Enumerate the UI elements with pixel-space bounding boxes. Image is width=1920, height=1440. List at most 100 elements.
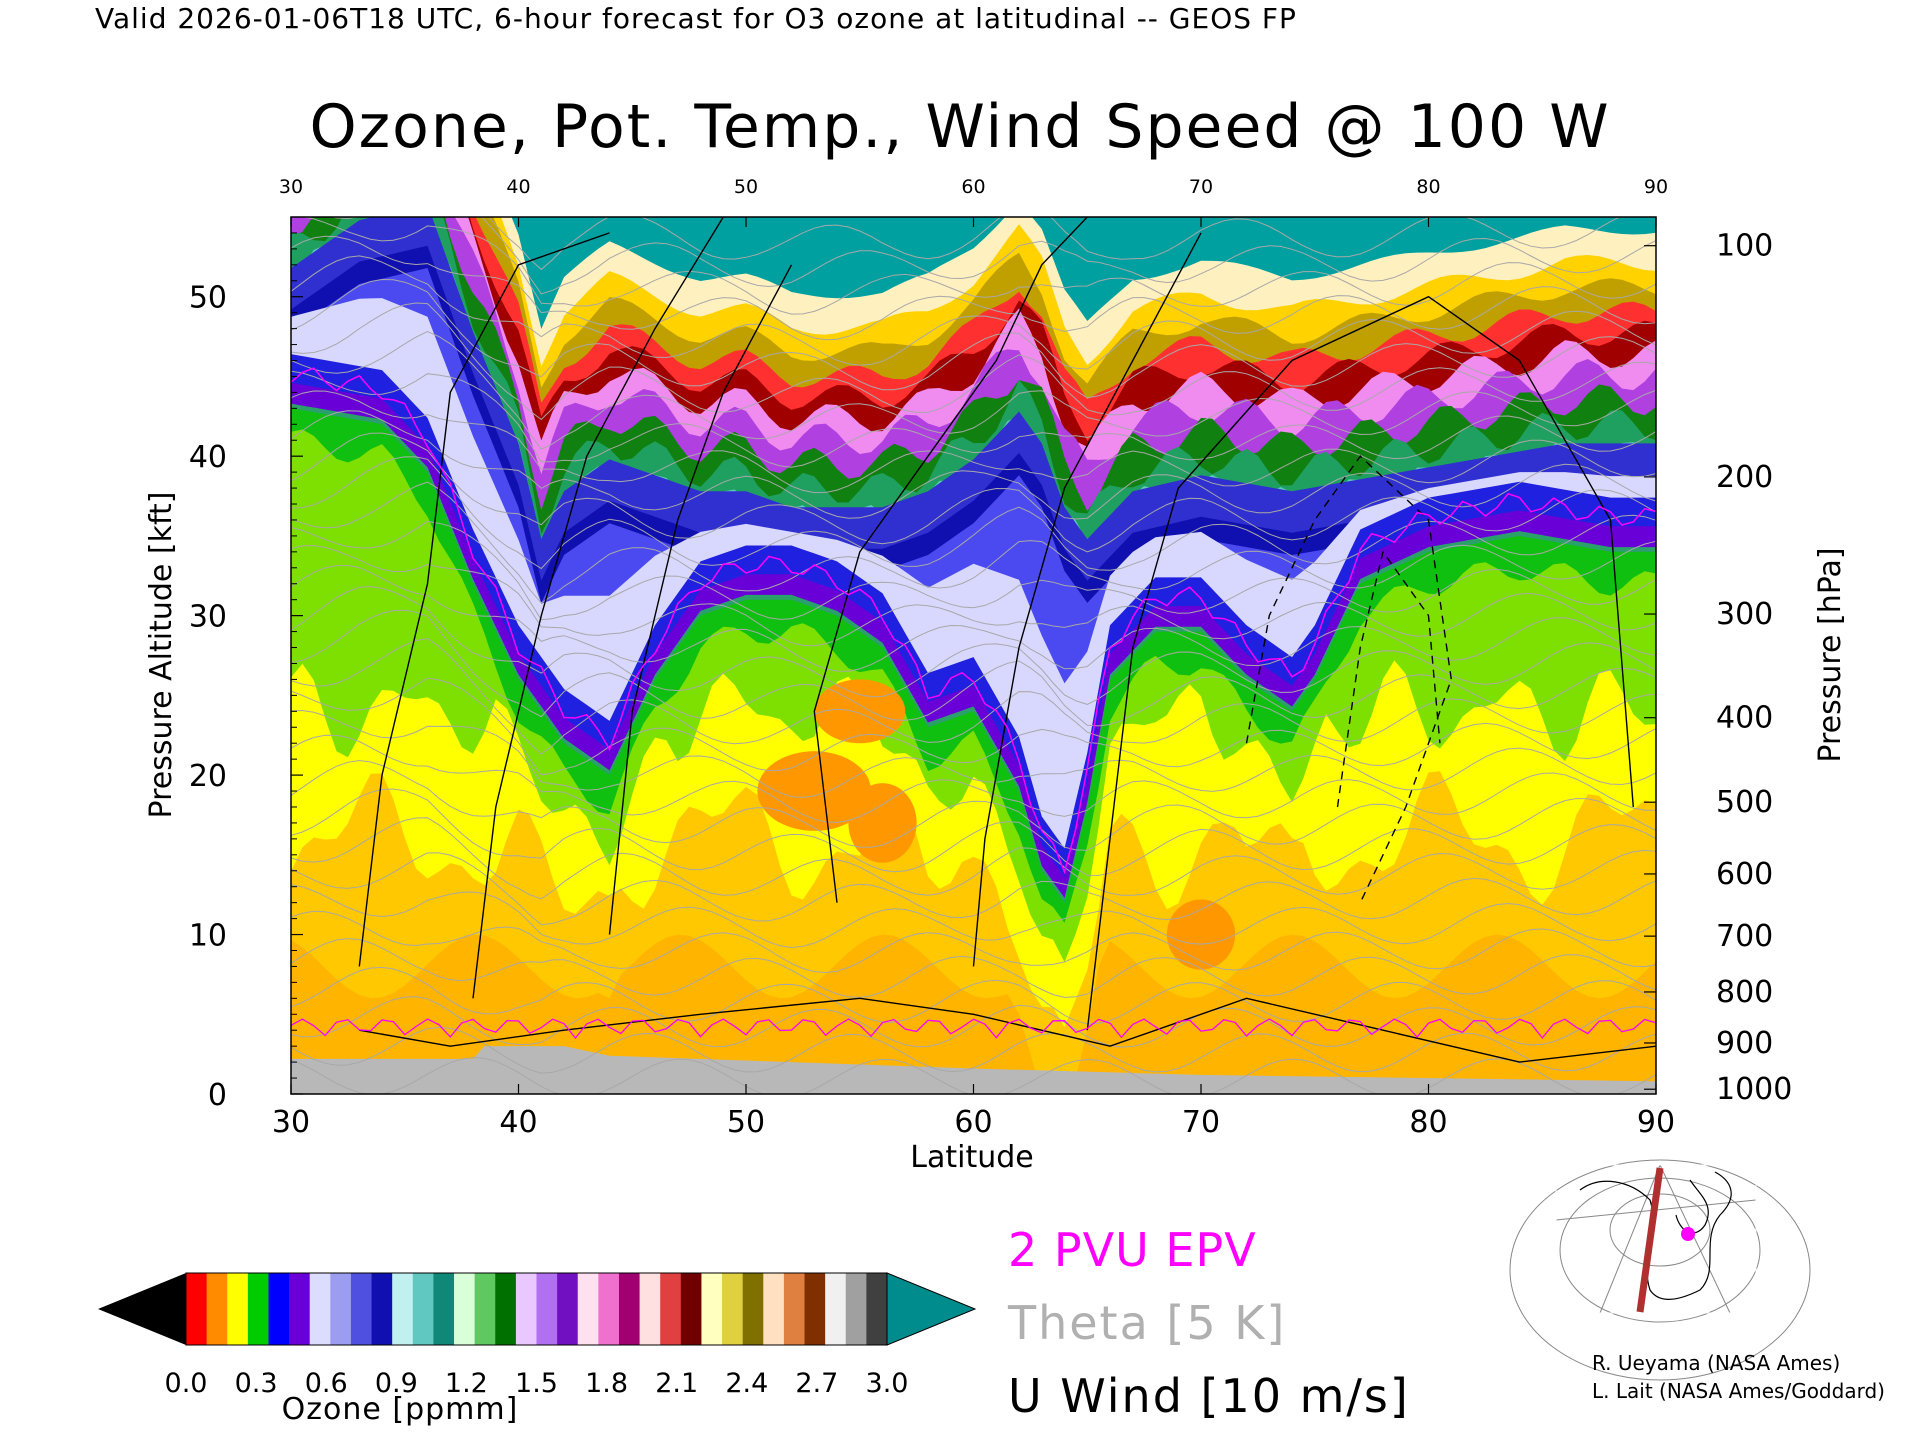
y-tick-label: 50: [189, 281, 227, 316]
colorbar-swatch: [639, 1273, 661, 1345]
theta-contour: [291, 817, 1656, 900]
pressure-tick-label: 900: [1716, 1026, 1773, 1061]
wind-contour: [972, 232, 1202, 967]
legend-epv: 2 PVU EPV: [1008, 1223, 1257, 1277]
colorbar-swatch: [309, 1273, 331, 1345]
pressure-axis: 100 200 300 400 500 600 700 800 900 1000: [1644, 229, 1792, 1107]
colorbar-swatch: [247, 1273, 270, 1345]
colorbar-swatch: [783, 1273, 806, 1345]
theta-contour: [330, 217, 1656, 295]
theta-contour: [291, 390, 1656, 494]
theta-contour: [291, 410, 1656, 520]
theta-contour: [291, 996, 1656, 1048]
colorbar-tick-label: 3.0: [866, 1368, 909, 1399]
colorbar-swatch: [763, 1273, 785, 1345]
x-tick-label-top: 80: [1416, 176, 1440, 198]
x-tick-label: 70: [1182, 1105, 1220, 1140]
colorbar-under: [98, 1273, 186, 1345]
colorbar-swatch: [701, 1273, 723, 1345]
x-tick-label: 50: [727, 1105, 765, 1140]
theta-contour: [291, 734, 1656, 823]
x-tick-label: 60: [954, 1105, 992, 1140]
theta-contour: [291, 709, 1656, 798]
wind-contour: [358, 232, 610, 967]
x-tick-label: 80: [1409, 1105, 1447, 1140]
y-tick-label: 10: [189, 919, 227, 954]
theta-contour: [291, 788, 1656, 876]
colorbar-swatch: [557, 1273, 579, 1345]
ozone-maximum: [814, 679, 906, 744]
colorbar-tick-label: 1.5: [515, 1368, 558, 1399]
theta-contour: [291, 481, 1656, 604]
legend-u-wind: U Wind [10 m/s]: [1008, 1369, 1410, 1423]
theta-contour: [291, 545, 1656, 647]
credit-lait: L. Lait (NASA Ames/Goddard): [1592, 1379, 1885, 1403]
theta-contour: [291, 966, 1656, 1025]
y-tick-label: 40: [189, 440, 227, 475]
x-tick-label-top: 30: [279, 176, 303, 198]
pressure-tick-label: 100: [1716, 229, 1773, 264]
colorbar-swatch: [433, 1273, 455, 1345]
ozone-maximum: [757, 751, 872, 831]
pressure-tick-label: 800: [1716, 975, 1773, 1010]
pressure-tick-label: 300: [1716, 597, 1773, 632]
colorbar-swatch: [536, 1273, 558, 1345]
x-tick-label-top: 90: [1644, 176, 1668, 198]
colorbar-swatch: [330, 1273, 352, 1345]
chart-title: Ozone, Pot. Temp., Wind Speed @ 100 W: [309, 92, 1611, 162]
forecast-header: Valid 2026-01-06T18 UTC, 6-hour forecast…: [95, 2, 1297, 35]
theta-contour: [291, 637, 1656, 755]
ozone-field: [291, 217, 1656, 1094]
theta-contour: [291, 255, 1656, 370]
theta-contour: [291, 278, 1656, 399]
wind-contour: [1336, 550, 1441, 808]
colorbar-tick-label: 2.4: [725, 1368, 768, 1399]
colorbar-swatch: [825, 1273, 847, 1345]
x-axis-title: Latitude: [910, 1140, 1033, 1175]
pressure-tick-label: 400: [1716, 701, 1773, 736]
pressure-tick-label: 500: [1716, 785, 1773, 820]
epv-contour: [291, 367, 1656, 875]
theta-contour: [291, 1026, 1656, 1074]
epv-contour-low: [291, 1018, 1656, 1040]
theta-contour: [291, 370, 1656, 468]
colorbar-title: Ozone [ppmm]: [281, 1392, 519, 1427]
x-tick-label-top: 50: [734, 176, 758, 198]
x-tick-label: 30: [272, 1105, 310, 1140]
ozone-colorbar: [98, 1272, 977, 1346]
colorbar-tick-label: 0.6: [305, 1368, 348, 1399]
y-axis-title: Pressure Altitude [kft]: [144, 492, 179, 819]
theta-contour: [291, 884, 1656, 949]
wind-contour: [472, 217, 724, 999]
theta-contour: [291, 910, 1656, 974]
wind-contour: [608, 264, 793, 935]
wind-contour: [1245, 455, 1453, 904]
colorbar-tick-label: 1.8: [585, 1368, 628, 1399]
y-tick-label: 20: [189, 759, 227, 794]
colorbar-swatch: [289, 1273, 311, 1345]
y-tick-label: 0: [208, 1078, 227, 1113]
colorbar-swatch: [268, 1273, 290, 1345]
colorbar-tick-label: 0.9: [375, 1368, 418, 1399]
x-tick-label-top: 60: [961, 176, 985, 198]
ozone-maximum: [848, 783, 917, 863]
cross-section-path: [1636, 1167, 1664, 1313]
colorbar-swatch: [680, 1273, 703, 1345]
colorbar-swatch: [577, 1273, 599, 1345]
pressure-tick-label: 700: [1716, 919, 1773, 954]
location-dot: [1681, 1227, 1695, 1241]
colorbar-swatch: [515, 1273, 538, 1345]
y-axis: 0 10 20 30 40 50: [189, 232, 303, 1113]
theta-contour: [291, 235, 1656, 341]
theta-contour: [291, 565, 1656, 672]
colorbar-swatch: [371, 1273, 393, 1345]
colorbar-over: [886, 1272, 977, 1346]
colorbar-swatch: [598, 1273, 620, 1345]
colorbar-tick-label: 0.3: [235, 1368, 278, 1399]
pressure-axis-title: Pressure [hPa]: [1813, 547, 1848, 762]
colorbar-swatch: [804, 1273, 826, 1345]
x-tick-label-top: 40: [506, 176, 530, 198]
wind-contour: [359, 997, 1656, 1063]
epv-contours: [291, 367, 1656, 1040]
theta-contour: [291, 852, 1656, 926]
